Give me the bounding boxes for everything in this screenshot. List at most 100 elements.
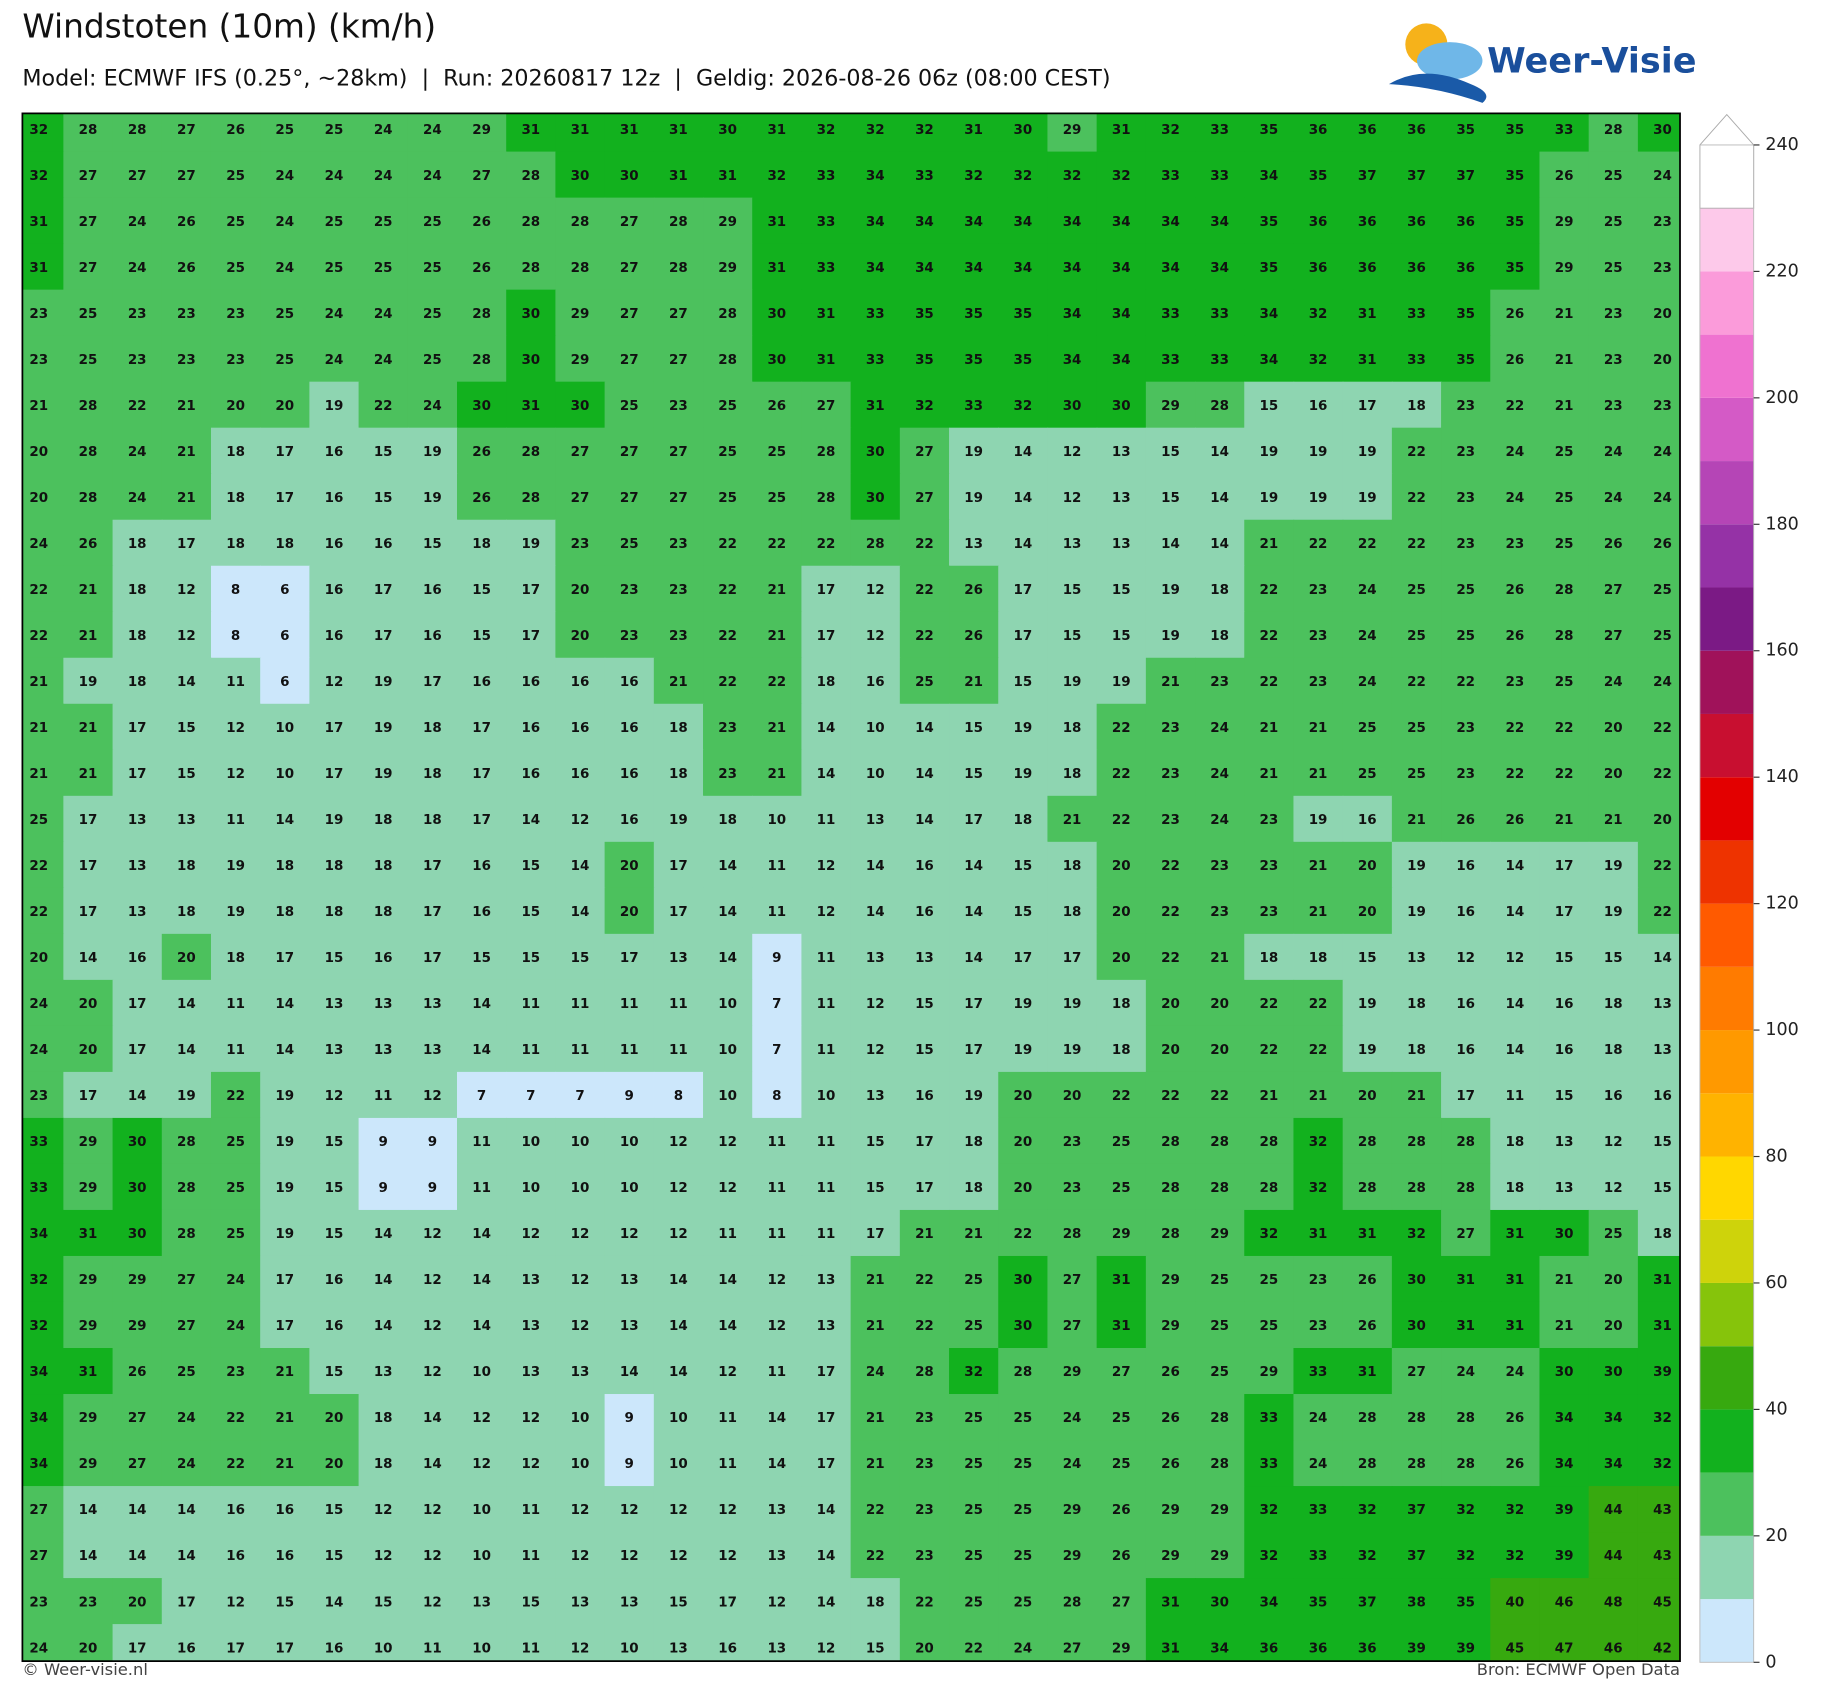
gust-value: 28	[1407, 1135, 1426, 1150]
field-cell	[899, 887, 950, 935]
field-cell	[998, 1578, 1049, 1625]
field-cell	[1588, 473, 1639, 521]
field-cell	[1637, 841, 1681, 889]
gust-value: 12	[226, 721, 245, 736]
field-cell	[456, 519, 507, 567]
gust-value: 23	[1309, 583, 1328, 598]
field-cell	[161, 1071, 212, 1119]
gust-value: 25	[1407, 767, 1426, 782]
gust-value: 22	[1407, 491, 1426, 506]
gust-value: 10	[472, 1503, 491, 1518]
field-cell	[949, 657, 999, 705]
gust-value: 14	[177, 1549, 196, 1564]
field-cell	[1588, 381, 1639, 429]
field-cell	[949, 1209, 999, 1257]
field-cell	[1047, 381, 1098, 429]
gust-value: 14	[1161, 537, 1180, 552]
field-cell	[407, 1624, 458, 1662]
gust-value: 20	[1013, 1135, 1032, 1150]
gust-value: 11	[226, 997, 245, 1012]
gust-value: 15	[325, 1227, 344, 1242]
field-cell	[703, 703, 753, 751]
gust-value: 7	[575, 1089, 584, 1104]
field-cell	[1391, 473, 1442, 521]
gust-value: 34	[1161, 261, 1180, 276]
gust-value: 13	[423, 997, 442, 1012]
logo-icon	[1388, 23, 1487, 103]
field-cell	[1293, 243, 1344, 291]
field-cell	[555, 795, 606, 843]
gust-value: 18	[1407, 997, 1426, 1012]
gust-value: 27	[128, 169, 147, 184]
gust-value: 12	[767, 1273, 786, 1288]
colorbar-band	[1699, 840, 1754, 904]
field-cell	[555, 841, 606, 889]
gust-value: 15	[521, 1595, 540, 1610]
field-cell	[1195, 1394, 1245, 1441]
field-cell	[604, 1440, 655, 1487]
field-cell	[1244, 1347, 1295, 1395]
gust-value: 19	[1112, 675, 1131, 690]
gust-value: 40	[1506, 1595, 1525, 1610]
gust-value: 28	[1555, 583, 1574, 598]
field-cell	[752, 1209, 803, 1257]
field-cell	[112, 113, 163, 153]
gust-value: 20	[1210, 997, 1229, 1012]
field-cell	[1195, 979, 1245, 1027]
field-cell	[555, 519, 606, 567]
field-cell	[1293, 1486, 1344, 1533]
field-cell	[850, 1624, 901, 1662]
field-cell	[22, 1486, 65, 1533]
gust-value: 14	[374, 1319, 393, 1334]
field-cell	[801, 427, 852, 475]
field-cell	[604, 335, 655, 383]
gust-value: 16	[1555, 1043, 1574, 1058]
field-cell	[1293, 473, 1344, 521]
field-cell	[1342, 1347, 1393, 1395]
field-cell	[1145, 113, 1196, 153]
field-cell	[407, 749, 458, 797]
gust-value: 9	[379, 1181, 388, 1196]
field-cell	[1047, 611, 1098, 659]
gust-value: 14	[1210, 445, 1229, 460]
gust-value: 15	[1013, 905, 1032, 920]
field-cell	[752, 565, 803, 613]
field-cell	[1195, 113, 1245, 153]
field-cell	[752, 381, 803, 429]
field-cell	[161, 1394, 212, 1441]
field-cell	[1539, 1394, 1590, 1441]
gust-value: 32	[1506, 1549, 1525, 1564]
field-cell	[407, 1347, 458, 1395]
field-cell	[112, 657, 163, 705]
gust-value: 10	[767, 813, 786, 828]
field-cell	[1293, 933, 1344, 981]
field-cell	[1342, 335, 1393, 383]
field-cell	[555, 113, 606, 153]
gust-value: 17	[1456, 1089, 1475, 1104]
field-cell	[1096, 565, 1147, 613]
field-cell	[1096, 1255, 1147, 1303]
gust-value: 24	[1653, 445, 1672, 460]
gust-value: 32	[29, 1273, 48, 1288]
gust-value: 10	[472, 1365, 491, 1380]
field-cell	[1588, 1209, 1639, 1257]
field-cell	[63, 841, 114, 889]
field	[22, 113, 1681, 1662]
field-cell	[1145, 427, 1196, 475]
gust-value: 25	[1260, 1319, 1279, 1334]
field-cell	[112, 1301, 163, 1349]
gust-value: 32	[29, 1319, 48, 1334]
gust-value: 24	[29, 997, 48, 1012]
field-cell	[703, 1578, 753, 1625]
field-cell	[1293, 1301, 1344, 1349]
gust-value: 25	[1260, 1273, 1279, 1288]
gust-value: 22	[1260, 675, 1279, 690]
field-cell	[801, 243, 852, 291]
field-cell	[998, 1209, 1049, 1257]
gust-value: 29	[79, 1273, 98, 1288]
field-cell	[1293, 1578, 1344, 1625]
colorbar-tick-label: 220	[1765, 261, 1798, 281]
gust-value: 20	[620, 905, 639, 920]
gust-value: 16	[275, 1549, 294, 1564]
field-cell	[456, 1209, 507, 1257]
